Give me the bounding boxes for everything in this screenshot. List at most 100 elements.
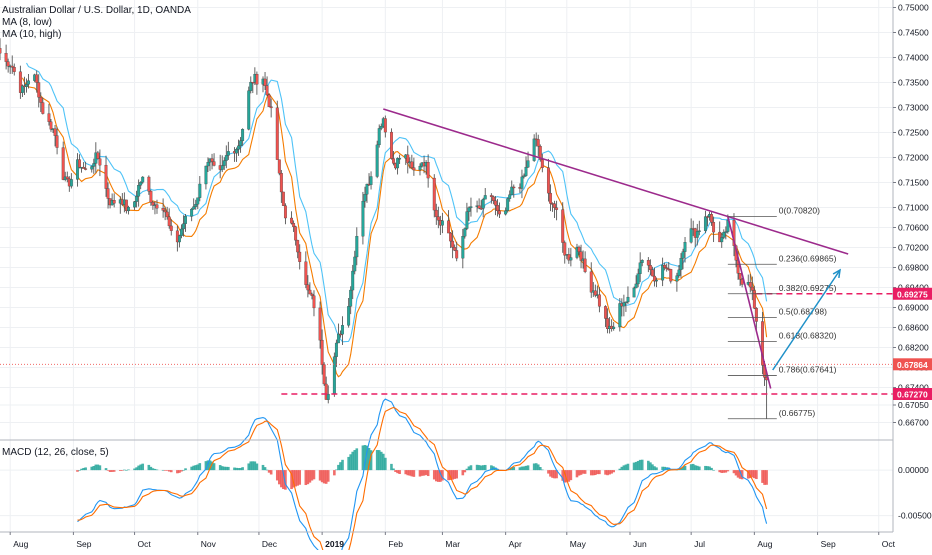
candle-up [379, 126, 383, 129]
macd-hist-up [661, 466, 664, 471]
candle-down [583, 258, 587, 272]
projection-arrow-line [772, 269, 841, 371]
macd-hist-up [249, 461, 253, 471]
legend-ma-low[interactable]: MA (8, low) [2, 17, 53, 28]
macd-hist-up [649, 462, 652, 471]
candle-down [553, 203, 557, 208]
macd-pane [76, 398, 768, 555]
y-tick-label: 0.66700 [898, 418, 929, 428]
macd-hist-down [292, 470, 295, 488]
macd-hist-up [192, 465, 195, 471]
macd-hist-up [541, 469, 544, 471]
macd-hist-up [198, 463, 202, 471]
macd-hist-down [726, 470, 730, 472]
candle-down [165, 211, 169, 218]
candle-down [496, 205, 499, 212]
candle-down [646, 260, 650, 266]
candle-up [703, 216, 707, 231]
candle-down [449, 232, 453, 242]
projection-arrow-head [832, 268, 841, 279]
candle-down [597, 294, 601, 307]
candle-up [220, 165, 224, 170]
macd-hist-down [608, 470, 611, 475]
candle-up [235, 149, 238, 154]
macd-title[interactable]: MACD (12, 26, close, 5) [2, 447, 109, 458]
macd-hist-up [522, 466, 526, 471]
candle-down [265, 85, 269, 96]
macd-hist-down [439, 470, 442, 482]
macd-hist-up [667, 467, 671, 471]
candle-up [226, 151, 230, 156]
fib-level-label: 0.382(0.69275) [779, 283, 837, 293]
macd-hist-up [379, 451, 383, 471]
candle-up [722, 231, 726, 238]
macd-hist-down [567, 470, 571, 482]
right-axis-bg [893, 0, 932, 550]
fib-level-label: 0.236(0.69865) [779, 253, 837, 263]
candle-down [426, 162, 430, 179]
x-tick-label: Sep [821, 539, 836, 549]
macd-hist-down [755, 470, 758, 480]
legend-ma-high[interactable]: MA (10, high) [2, 29, 62, 40]
x-tick-label: Oct [882, 539, 896, 549]
x-tick-label: 2019 [325, 539, 344, 549]
macd-hist-up [632, 462, 636, 471]
macd-y-tick-label: 0.00000 [898, 465, 929, 475]
candle-down [298, 251, 302, 262]
candle-up [192, 206, 196, 210]
macd-hist-down [751, 470, 754, 478]
candle-up [237, 145, 240, 150]
candle-down [55, 135, 59, 148]
macd-hist-down [424, 470, 428, 475]
macd-hist-up [618, 468, 622, 471]
macd-hist-up [353, 450, 357, 471]
candle-up [190, 208, 194, 217]
x-tick-label: May [570, 539, 587, 549]
candle-down [4, 53, 8, 62]
candle-up [25, 84, 28, 87]
candle-up [92, 163, 96, 167]
candle-up [677, 269, 681, 276]
macd-hist-down [284, 470, 287, 490]
macd-hist-up [90, 466, 94, 471]
candle-down [512, 186, 516, 189]
candle-down [322, 364, 326, 385]
macd-hist-up [467, 466, 471, 471]
macd-hist-down [176, 470, 179, 474]
macd-hist-up [222, 466, 226, 471]
macd-hist-down [561, 470, 565, 481]
candle-up [524, 166, 528, 176]
macd-hist-down [408, 470, 412, 476]
chart-title: Australian Dollar / U.S. Dollar, 1D, OAN… [2, 5, 191, 16]
candle-up [206, 162, 210, 167]
candle-up [526, 160, 530, 168]
candle-up [326, 393, 330, 400]
macd-hist-down [455, 470, 458, 479]
macd-hist-up [151, 468, 155, 471]
candle-down [538, 146, 542, 160]
macd-hist-down [396, 470, 399, 474]
macd-hist-up [218, 465, 222, 471]
candle-down [169, 225, 173, 231]
macd-hist-up [247, 463, 251, 471]
macd-hist-down [404, 470, 408, 475]
candle-up [636, 273, 640, 285]
macd-hist-up [239, 467, 242, 471]
macd-hist-up [335, 469, 338, 471]
trendline-decline [727, 216, 772, 389]
macd-hist-down [320, 470, 324, 483]
macd-hist-down [437, 470, 440, 482]
macd-hist-up [381, 453, 385, 471]
candle-up [418, 165, 422, 171]
candle-down [710, 214, 713, 223]
macd-hist-down [763, 470, 766, 485]
macd-hist-down [310, 470, 314, 481]
candle-down [290, 217, 294, 224]
candle-down [283, 205, 287, 219]
macd-hist-down [579, 470, 583, 475]
candle-up [222, 160, 226, 166]
macd-hist-down [432, 470, 436, 480]
